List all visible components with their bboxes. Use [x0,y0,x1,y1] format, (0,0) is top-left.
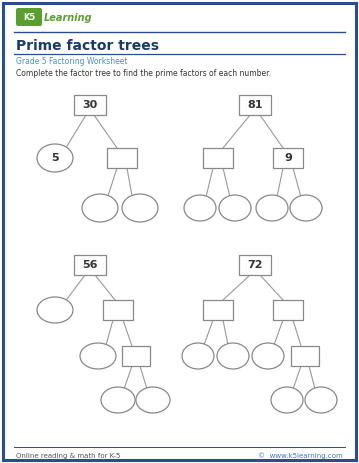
FancyBboxPatch shape [239,255,271,275]
Text: 9: 9 [284,153,292,163]
FancyBboxPatch shape [103,300,133,320]
Ellipse shape [290,195,322,221]
Ellipse shape [136,387,170,413]
Ellipse shape [182,343,214,369]
Ellipse shape [37,297,73,323]
FancyBboxPatch shape [122,346,150,366]
FancyBboxPatch shape [16,8,42,26]
Ellipse shape [217,343,249,369]
FancyBboxPatch shape [74,255,106,275]
Ellipse shape [305,387,337,413]
FancyBboxPatch shape [74,95,106,115]
Text: Grade 5 Factoring Worksheet: Grade 5 Factoring Worksheet [16,57,127,67]
Ellipse shape [271,387,303,413]
FancyBboxPatch shape [107,148,137,168]
Ellipse shape [252,343,284,369]
Text: 30: 30 [82,100,98,110]
FancyBboxPatch shape [291,346,319,366]
Text: 81: 81 [247,100,263,110]
Ellipse shape [256,195,288,221]
Ellipse shape [101,387,135,413]
FancyBboxPatch shape [273,148,303,168]
Ellipse shape [219,195,251,221]
Text: ©  www.k5learning.com: © www.k5learning.com [258,453,343,459]
Text: Prime factor trees: Prime factor trees [16,39,159,53]
Text: 5: 5 [51,153,59,163]
Text: 56: 56 [82,260,98,270]
FancyBboxPatch shape [239,95,271,115]
FancyBboxPatch shape [203,300,233,320]
Ellipse shape [82,194,118,222]
FancyBboxPatch shape [273,300,303,320]
Text: Complete the factor tree to find the prime factors of each number.: Complete the factor tree to find the pri… [16,69,271,77]
Ellipse shape [80,343,116,369]
Ellipse shape [37,144,73,172]
FancyBboxPatch shape [203,148,233,168]
Text: 72: 72 [247,260,263,270]
Text: Learning: Learning [44,13,93,23]
Text: Online reading & math for K-5: Online reading & math for K-5 [16,453,120,459]
Ellipse shape [122,194,158,222]
Text: K5: K5 [23,13,35,23]
Ellipse shape [184,195,216,221]
